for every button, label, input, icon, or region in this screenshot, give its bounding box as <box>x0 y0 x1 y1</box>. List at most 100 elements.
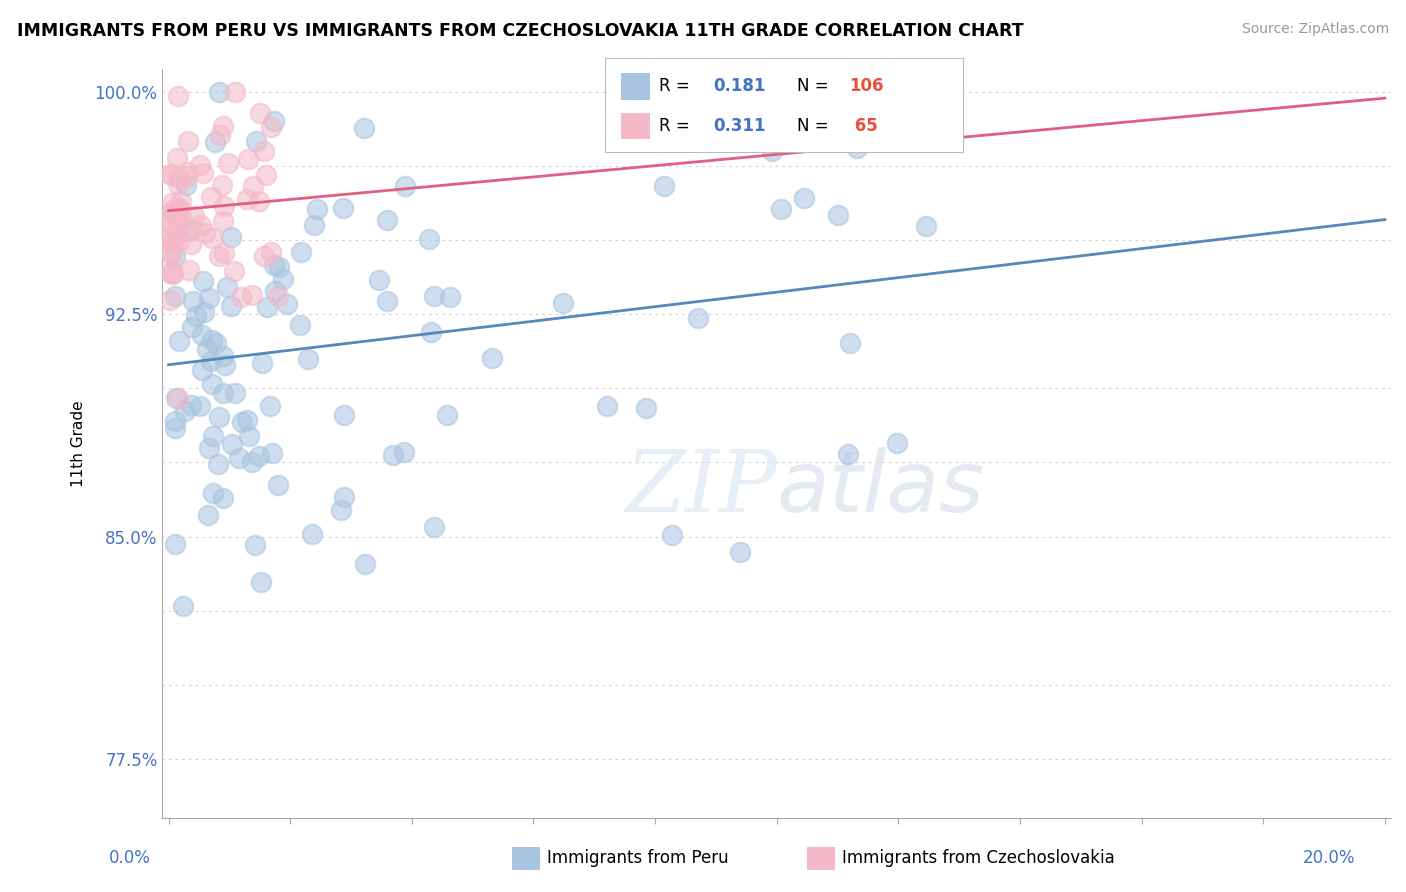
Point <box>212 214 235 228</box>
Point <box>886 435 908 450</box>
Point <box>183 209 205 223</box>
Point <box>167 88 190 103</box>
Text: Immigrants from Czechoslovakia: Immigrants from Czechoslovakia <box>842 849 1115 867</box>
Point <box>198 291 221 305</box>
Point <box>200 354 222 368</box>
Point <box>418 232 440 246</box>
Point <box>163 421 186 435</box>
Point <box>770 202 793 216</box>
Point <box>211 386 233 401</box>
Text: Source: ZipAtlas.com: Source: ZipAtlas.com <box>1241 22 1389 37</box>
Point <box>160 168 183 182</box>
Point <box>167 219 190 233</box>
Point <box>596 399 619 413</box>
Point <box>634 401 657 416</box>
Point <box>837 447 859 461</box>
Point <box>176 164 198 178</box>
Point <box>827 208 849 222</box>
Point <box>728 545 751 559</box>
Point <box>224 385 246 400</box>
Text: 20.0%: 20.0% <box>1302 849 1355 867</box>
Point <box>217 155 239 169</box>
Point <box>163 249 186 263</box>
Point <box>260 446 283 460</box>
Point <box>162 267 184 281</box>
Point <box>215 280 238 294</box>
Point <box>177 262 200 277</box>
Point <box>159 235 181 250</box>
Point <box>160 244 183 259</box>
Point <box>180 236 202 251</box>
Point <box>202 486 225 500</box>
Point <box>159 216 181 230</box>
Point <box>176 224 198 238</box>
Text: 0.0%: 0.0% <box>108 849 150 867</box>
Point <box>332 201 354 215</box>
Point <box>191 274 214 288</box>
Point <box>231 415 253 429</box>
Point <box>307 202 329 216</box>
Point <box>159 235 181 249</box>
Point <box>181 319 204 334</box>
Point <box>219 230 242 244</box>
Point <box>163 206 186 220</box>
Point <box>288 318 311 332</box>
Point <box>180 398 202 412</box>
Text: 65: 65 <box>849 117 877 135</box>
Point <box>264 284 287 298</box>
Point <box>247 450 270 464</box>
Y-axis label: 11th Grade: 11th Grade <box>72 400 86 486</box>
Point <box>201 429 224 443</box>
Point <box>169 201 191 215</box>
Point <box>793 191 815 205</box>
Point <box>207 457 229 471</box>
Point <box>194 226 217 240</box>
Point <box>181 222 204 236</box>
Point <box>301 527 323 541</box>
Point <box>163 414 186 428</box>
Point <box>201 376 224 391</box>
Point <box>201 231 224 245</box>
Point <box>167 391 190 405</box>
Point <box>436 409 458 423</box>
Point <box>249 106 271 120</box>
Point <box>330 503 353 517</box>
Point <box>880 120 903 134</box>
Point <box>236 192 259 206</box>
Point <box>245 538 267 552</box>
Point <box>224 85 246 99</box>
Point <box>163 289 186 303</box>
Point <box>159 293 181 307</box>
Point <box>263 113 285 128</box>
Point <box>799 85 821 99</box>
Point <box>201 333 224 347</box>
Point <box>845 141 868 155</box>
Point <box>197 342 219 356</box>
Point <box>394 179 416 194</box>
Point <box>211 178 233 192</box>
Point <box>260 120 283 135</box>
Point <box>276 297 298 311</box>
Point <box>253 249 276 263</box>
Point <box>423 288 446 302</box>
Point <box>302 219 325 233</box>
Point <box>252 356 274 370</box>
Point <box>159 213 181 227</box>
Point <box>211 349 233 363</box>
Point <box>420 325 443 339</box>
Point <box>267 260 290 275</box>
Point <box>162 265 184 279</box>
Point <box>172 599 194 613</box>
Point <box>208 128 231 143</box>
Point <box>163 536 186 550</box>
Text: 0.311: 0.311 <box>713 117 765 135</box>
Point <box>169 233 191 247</box>
Point <box>208 249 231 263</box>
Text: R =: R = <box>659 117 696 135</box>
Point <box>162 202 184 217</box>
Point <box>166 151 188 165</box>
Point <box>169 203 191 218</box>
Point <box>184 310 207 324</box>
Point <box>212 199 235 213</box>
Point <box>160 206 183 220</box>
